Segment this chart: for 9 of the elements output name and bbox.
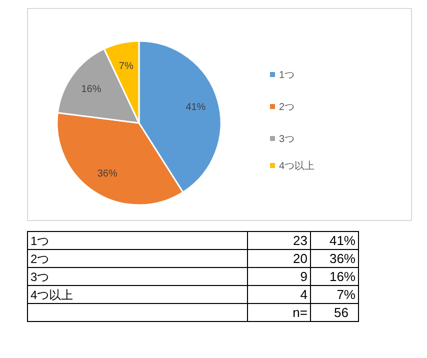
legend-label: 4つ以上 — [279, 160, 315, 172]
data-label: 36% — [97, 168, 118, 180]
legend-label: 2つ — [279, 102, 295, 113]
data-label: 16% — [81, 84, 102, 95]
legend-label: 1つ — [279, 70, 295, 81]
legend-label: 3つ — [279, 134, 295, 145]
table: 1つ 23 41% 2つ 20 36% 3つ 9 16% 4つ以上 4 7% n= 56 — [27, 231, 359, 322]
data-label: 7% — [118, 60, 134, 72]
data-label: 41% — [186, 102, 206, 114]
